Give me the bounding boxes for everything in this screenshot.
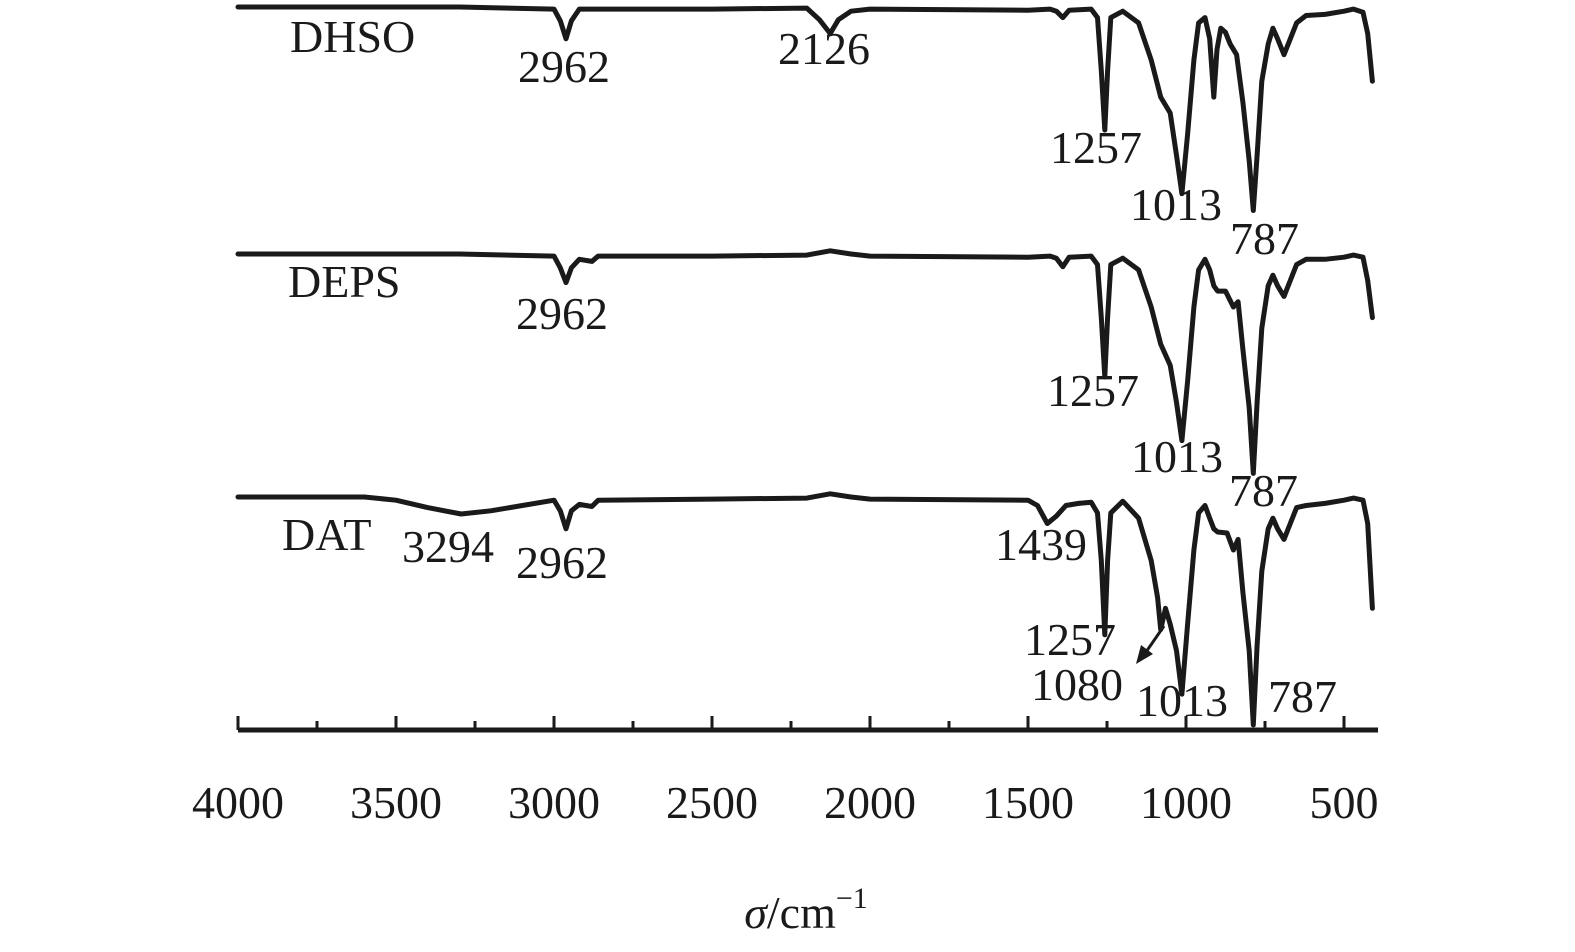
peak-label-dhso-1257: 1257 xyxy=(1050,122,1142,173)
peak-label-dat-787: 787 xyxy=(1268,671,1337,722)
series-label-dhso: DHSO xyxy=(290,11,415,62)
peak-label-dat-1013: 1013 xyxy=(1136,675,1228,726)
x-tick-label-1000: 1000 xyxy=(1140,777,1232,828)
peak-label-dat-3294: 3294 xyxy=(402,521,494,572)
x-axis: 4000 3500 3000 2500 2000 1500 1000 500 xyxy=(192,716,1379,828)
trace-deps xyxy=(235,248,1375,476)
series-label-deps: DEPS xyxy=(288,256,400,307)
x-tick-label-500: 500 xyxy=(1310,777,1379,828)
x-axis-tick-labels: 4000 3500 3000 2500 2000 1500 1000 500 xyxy=(192,777,1379,828)
x-tick-label-2000: 2000 xyxy=(824,777,916,828)
trace-dat xyxy=(235,491,1375,728)
peak-arrow-group xyxy=(1136,625,1166,664)
x-axis-ticks xyxy=(236,716,1346,730)
peak-label-dhso-787: 787 xyxy=(1230,213,1299,264)
x-axis-title-symbol: σ xyxy=(744,887,769,938)
x-axis-title-exponent: −1 xyxy=(836,882,868,915)
peak-label-dhso-2962: 2962 xyxy=(518,41,610,92)
peak-label-deps-787: 787 xyxy=(1229,465,1298,516)
x-tick-label-3000: 3000 xyxy=(508,777,600,828)
series-label-dat: DAT xyxy=(282,509,371,560)
peak-label-deps-1013: 1013 xyxy=(1131,431,1223,482)
x-tick-label-1500: 1500 xyxy=(982,777,1074,828)
x-tick-label-2500: 2500 xyxy=(666,777,758,828)
x-tick-label-3500: 3500 xyxy=(350,777,442,828)
peak-label-deps-2962: 2962 xyxy=(516,288,608,339)
peak-label-dhso-1013: 1013 xyxy=(1130,179,1222,230)
peak-label-dat-1080: 1080 xyxy=(1031,659,1123,710)
peak-label-dat-1257: 1257 xyxy=(1024,614,1116,665)
trace-dhso xyxy=(235,4,1375,213)
x-axis-title: σ/cm−1 xyxy=(744,882,868,938)
peak-arrow-1080-shaft xyxy=(1144,625,1166,653)
peak-label-dhso-2126: 2126 xyxy=(778,23,870,74)
peak-arrow-1080-head xyxy=(1136,645,1153,664)
x-tick-label-4000: 4000 xyxy=(192,777,284,828)
peak-label-dat-2962: 2962 xyxy=(516,537,608,588)
spectra-traces xyxy=(235,4,1375,728)
x-axis-title-unit: /cm xyxy=(767,887,836,938)
peak-label-deps-1257: 1257 xyxy=(1047,365,1139,416)
peak-label-dat-1439: 1439 xyxy=(995,519,1087,570)
series-labels: DHSO DEPS DAT xyxy=(282,11,415,560)
